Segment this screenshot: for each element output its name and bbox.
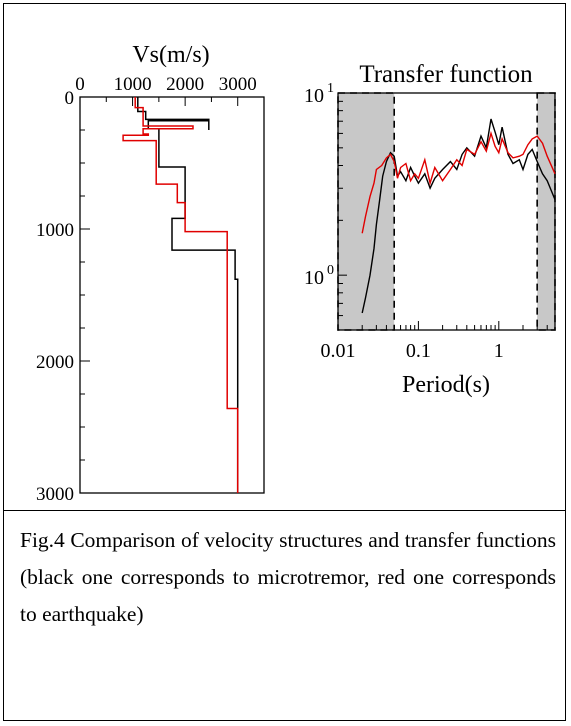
vs-series-earthquake — [122, 97, 239, 493]
vs-x-tick-label: 0 — [75, 74, 85, 95]
caption-divider — [3, 510, 566, 511]
vs-y-tick-label: 0 — [65, 88, 75, 109]
tf-x-tick-label: 1 — [494, 340, 504, 362]
vs-x-tick-label: 2000 — [166, 74, 204, 95]
figure-canvas: 0 1000 2000 3000 0 1000 2000 3000 Vs(m/s) 0.01 0.1… — [36, 42, 556, 505]
shaded-region — [536, 92, 556, 331]
vs-y-tick-label: 3000 — [36, 484, 74, 505]
tf-y-tick-label: 10 — [304, 85, 324, 107]
vs-y-tick-label: 1000 — [36, 220, 74, 241]
tf-x-tick-label: 0.1 — [406, 340, 431, 362]
vs-series-microtremor — [137, 97, 239, 493]
vs-x-tick-label: 1000 — [114, 74, 152, 95]
vs-x-tick-label: 3000 — [219, 74, 257, 95]
tf-series-earthquake — [361, 130, 556, 234]
tf-plot-area — [337, 92, 556, 331]
vs-plot-area — [79, 96, 265, 494]
vs-y-tick-label: 2000 — [36, 352, 74, 373]
figure-frame — [3, 3, 566, 721]
tf-y-tick-exponent: 0 — [327, 263, 334, 278]
tf-y-tick-label: 10 — [304, 267, 324, 289]
vs-chart-title: Vs(m/s) — [132, 42, 209, 68]
tf-title-bg — [342, 58, 548, 90]
tf-chart-title: Transfer function — [359, 61, 533, 88]
figure-caption: Fig.4 Comparison of velocity structures … — [20, 528, 556, 626]
tf-x-tick-label: 0.01 — [321, 340, 356, 362]
tf-x-axis-label: Period(s) — [402, 372, 490, 398]
tf-series-microtremor — [361, 118, 556, 314]
tf-y-tick-exponent: 1 — [327, 81, 334, 96]
vs-profile-chart: 0 1000 2000 3000 0 1000 2000 3000 Vs(m/s) — [36, 42, 265, 505]
